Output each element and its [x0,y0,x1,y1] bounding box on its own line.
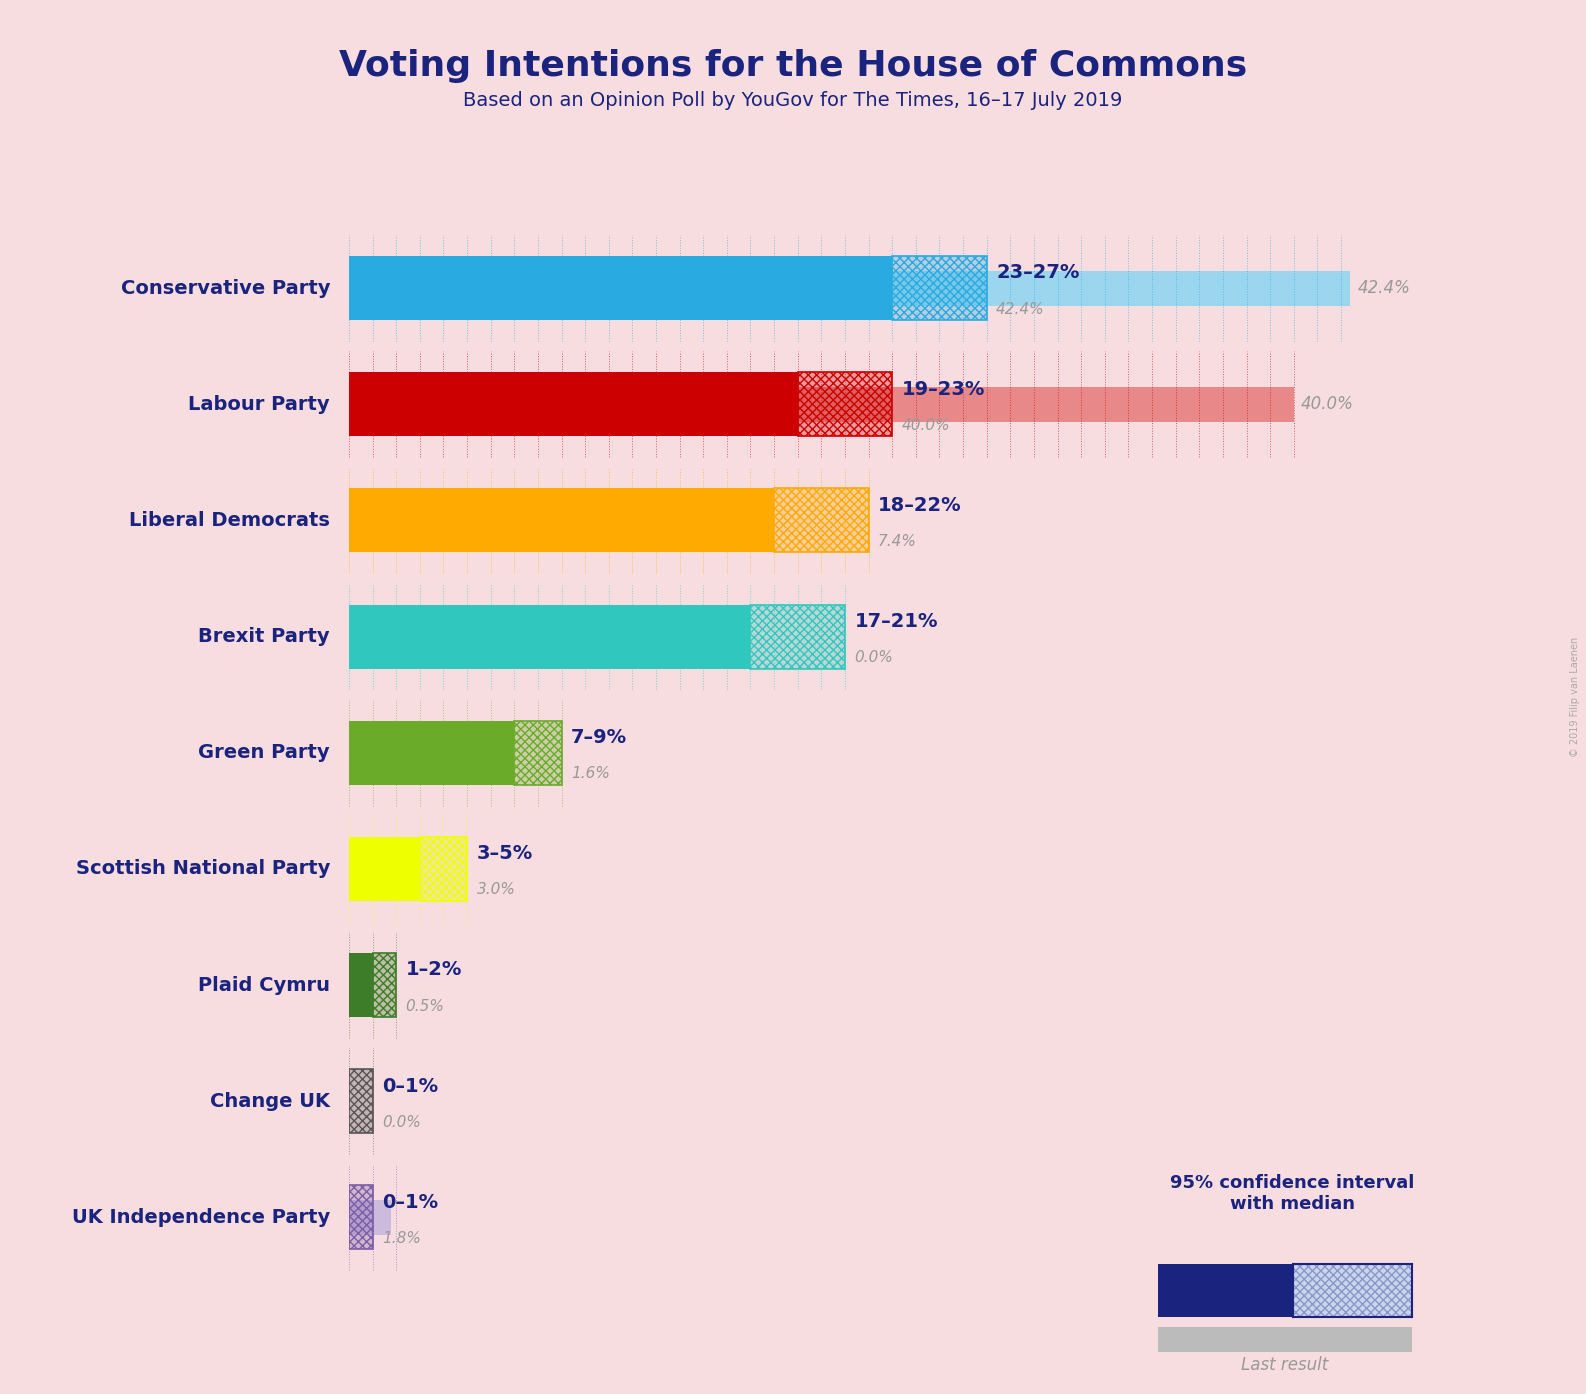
Text: 0–1%: 0–1% [382,1076,438,1096]
Text: 40.0%: 40.0% [902,418,950,432]
Text: 17–21%: 17–21% [855,612,937,631]
Text: 0–1%: 0–1% [382,1193,438,1211]
Bar [774,488,869,552]
Bar [349,967,360,1002]
Bar [514,721,561,785]
Bar [798,372,893,436]
Text: 1.6%: 1.6% [571,767,611,781]
Text: 3.0%: 3.0% [476,882,515,898]
Text: Green Party: Green Party [198,743,330,763]
Bar [349,605,750,669]
Text: 1–2%: 1–2% [406,960,462,980]
Text: Brexit Party: Brexit Party [198,627,330,645]
Bar [514,721,561,785]
Text: 19–23%: 19–23% [902,379,985,399]
Bar [349,1069,373,1133]
Text: Liberal Democrats: Liberal Democrats [128,512,330,530]
Bar [349,488,774,552]
Bar [798,372,893,436]
Text: 1.8%: 1.8% [382,1231,420,1246]
Text: 7.4%: 7.4% [879,534,917,549]
Text: 23–27%: 23–27% [996,263,1080,283]
Text: Last result: Last result [1240,1356,1329,1374]
Text: 40.0%: 40.0% [1301,396,1354,413]
Text: 0.0%: 0.0% [855,650,893,665]
Text: 3–5%: 3–5% [476,845,533,863]
Bar [349,503,523,538]
Bar [373,953,396,1018]
Bar [420,836,466,901]
Bar [349,721,514,785]
Text: 0.5%: 0.5% [406,998,444,1013]
Bar [750,605,845,669]
Bar [420,836,466,901]
Bar [349,270,1350,305]
Text: Scottish National Party: Scottish National Party [76,860,330,878]
Bar [349,735,387,771]
Text: 0.0%: 0.0% [382,1115,420,1129]
Bar [893,256,986,321]
Text: 7–9%: 7–9% [571,728,626,747]
Bar [349,1185,373,1249]
Bar [349,1200,392,1235]
Bar [349,1185,373,1249]
Text: Plaid Cymru: Plaid Cymru [198,976,330,994]
Bar [349,372,798,436]
Bar [349,852,420,887]
Text: Based on an Opinion Poll by YouGov for The Times, 16–17 July 2019: Based on an Opinion Poll by YouGov for T… [463,91,1123,110]
Bar [750,605,845,669]
Bar [349,836,420,901]
Text: 42.4%: 42.4% [996,301,1045,316]
Bar [373,953,396,1018]
Bar [349,953,373,1018]
Text: 18–22%: 18–22% [879,496,961,514]
Text: 42.4%: 42.4% [1358,279,1410,297]
Bar [349,256,893,321]
Text: Change UK: Change UK [209,1092,330,1111]
Text: UK Independence Party: UK Independence Party [71,1209,330,1227]
Text: © 2019 Filip van Laenen: © 2019 Filip van Laenen [1570,637,1580,757]
Bar [349,1069,373,1133]
Text: 95% confidence interval
with median: 95% confidence interval with median [1170,1174,1415,1213]
Bar [774,488,869,552]
Text: Conservative Party: Conservative Party [121,279,330,297]
Text: Labour Party: Labour Party [189,395,330,414]
Text: Voting Intentions for the House of Commons: Voting Intentions for the House of Commo… [339,49,1247,82]
Bar [349,386,1294,422]
Bar [893,256,986,321]
